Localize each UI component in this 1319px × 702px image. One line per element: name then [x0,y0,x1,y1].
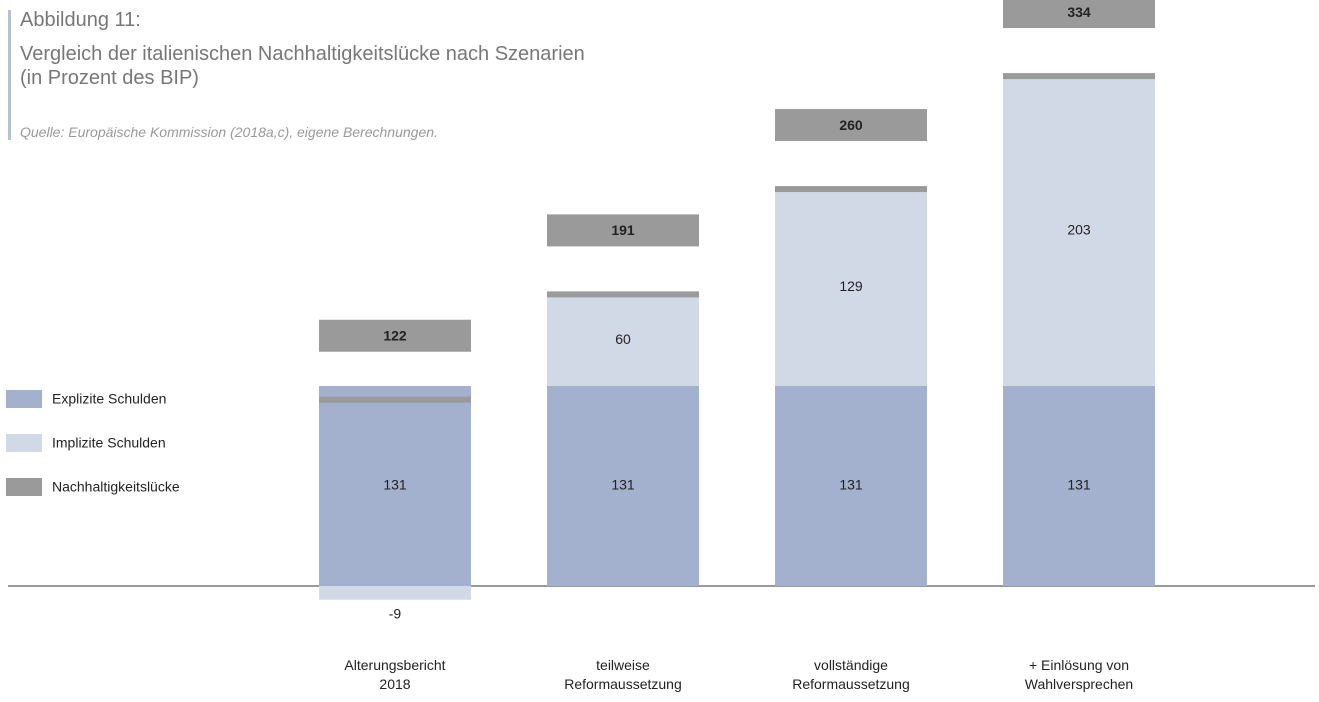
legend-swatch [6,478,42,496]
legend-label: Implizite Schulden [52,435,166,451]
legend-swatch [6,434,42,452]
bar-explicit [775,386,927,586]
gap-label-box [547,214,699,247]
bar-implicit [319,586,471,600]
bar-explicit [319,386,471,586]
header-bar [8,10,11,140]
gap-label-box [1003,0,1155,29]
gap-label: 334 [1067,4,1091,20]
gap-line [319,396,471,403]
gap-line [1003,73,1155,80]
bar-implicit [547,294,699,386]
gap-label: 191 [611,222,635,238]
value-label: 131 [839,477,863,493]
value-label: 203 [1067,222,1091,238]
legend-label: Explizite Schulden [52,391,166,407]
value-label: -9 [389,605,402,621]
bar-explicit [1003,386,1155,586]
value-label: 131 [1067,477,1091,493]
gap-line [775,186,927,193]
gap-label-box [319,319,471,352]
x-tick-label: Alterungsbericht 2018 [344,657,446,692]
chart-subtitle: Vergleich der italienischen Nachhaltigke… [20,43,585,89]
gap-label: 260 [839,117,863,133]
legend-label: Nachhaltigkeitslücke [52,479,180,495]
bar-implicit [775,189,927,386]
gap-line [547,291,699,298]
value-label: 60 [615,331,631,347]
bar-explicit [547,386,699,586]
value-label: 131 [611,477,635,493]
x-tick-label: vollständige Reformaussetzung [792,657,910,692]
x-tick-label: + Einlösung von Wahlversprechen [1024,657,1134,692]
chart-title: Abbildung 11: [20,9,141,31]
gap-label: 122 [383,327,407,343]
source: Quelle: Europäische Kommission (2018a,c)… [20,124,438,140]
legend-swatch [6,390,42,408]
x-tick-label: teilweise Reformaussetzung [564,657,682,692]
value-label: 131 [383,477,407,493]
value-label: 129 [839,278,863,294]
gap-label-box [775,109,927,142]
bar-implicit [1003,76,1155,387]
